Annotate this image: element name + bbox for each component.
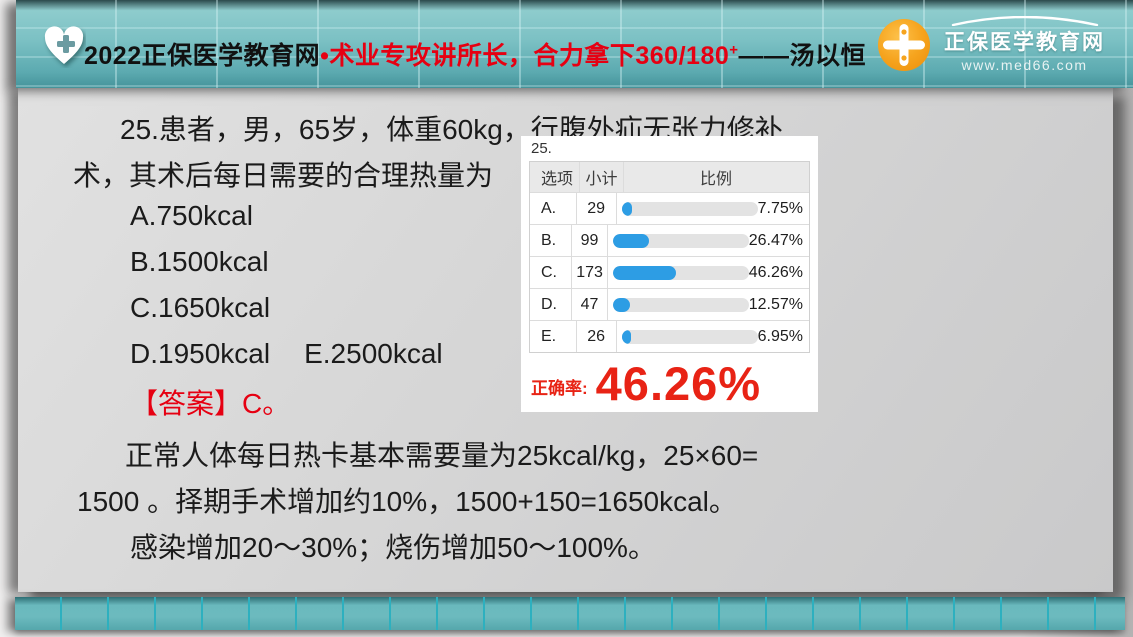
correct-rate-label: 正确率:: [531, 379, 588, 399]
row-letter: E.: [530, 321, 577, 352]
row-percent: 12.57%: [748, 295, 803, 313]
answer-label: 【答案】: [130, 388, 243, 419]
bar-track: [612, 265, 749, 280]
bar-track: [612, 233, 749, 248]
poll-header-row: 选项 小计 比例: [530, 162, 809, 192]
row-count: 26: [577, 321, 617, 352]
poll-row-d: D. 47 12.57%: [530, 288, 809, 320]
option-e: E.2500kcal: [304, 338, 443, 369]
option-a: A.750kcal: [130, 200, 253, 231]
correct-rate-row: 正确率: 46.26%: [529, 357, 810, 410]
row-letter: B.: [530, 225, 573, 256]
brand-logo: 正保医学教育网 www.med66.com: [876, 16, 1105, 73]
slide-title: 2022正保医学教育网•术业专攻讲所长，合力拿下360/180+——汤以恒: [84, 36, 866, 72]
bar-track: [621, 329, 758, 344]
row-count: 173: [572, 257, 608, 288]
option-c: C.1650kcal: [130, 292, 271, 323]
title-superscript: +: [729, 41, 739, 59]
explanation-line-2: 1500 。择期手术增加约10%，1500+150=1650kcal。: [77, 486, 737, 517]
bar-fill: [621, 329, 632, 344]
answer-line: 【答案】C。: [130, 382, 290, 422]
col-header-option: 选项: [530, 162, 580, 192]
poll-table: 选项 小计 比例 A. 29 7.75% B. 99 26.47% C. 173…: [529, 161, 810, 353]
heart-plus-icon: [42, 26, 86, 68]
col-header-count: 小计: [580, 162, 624, 192]
poll-question-number: 25.: [531, 140, 552, 157]
row-percent: 26.47%: [748, 231, 803, 249]
bottom-segment-strip: [15, 597, 1125, 630]
row-percent: 46.26%: [748, 263, 803, 281]
poll-row-b: B. 99 26.47%: [530, 224, 809, 256]
row-letter: C.: [530, 257, 573, 288]
row-count: 99: [572, 225, 608, 256]
option-b: B.1500kcal: [130, 246, 269, 277]
row-letter: A.: [530, 193, 577, 224]
row-letter: D.: [530, 289, 573, 320]
poll-results-panel: 25. 选项 小计 比例 A. 29 7.75% B. 99 26.47% C.…: [521, 136, 818, 412]
explanation-line-1: 正常人体每日热卡基本需要量为25kcal/kg，25×60=: [125, 440, 759, 471]
row-count: 47: [572, 289, 608, 320]
title-prefix: 2022正保医学教育网: [84, 42, 321, 70]
option-d-e-line: D.1950kcal E.2500kcal: [130, 338, 443, 370]
cross-circle-icon: [878, 18, 930, 71]
title-highlight: •术业专攻讲所长，合力拿下360/180: [320, 42, 730, 70]
bar-fill: [612, 233, 649, 248]
row-percent: 6.95%: [757, 327, 803, 345]
bar-fill: [621, 201, 633, 216]
logo-arc-icon: [951, 16, 1098, 26]
option-d: D.1950kcal: [130, 338, 271, 369]
answer-value: C。: [242, 388, 291, 419]
row-percent: 7.75%: [757, 199, 803, 217]
brand-name: 正保医学教育网: [944, 31, 1105, 54]
poll-row-a: A. 29 7.75%: [530, 192, 809, 224]
explanation-line-3: 感染增加20～30%；烧伤增加50～100%。: [130, 532, 656, 563]
question-line-2: 术，其术后每日需要的合理热量为: [73, 160, 494, 191]
poll-row-e: E. 26 6.95%: [530, 320, 809, 352]
bar-track: [621, 201, 758, 216]
title-suffix: ——汤以恒: [738, 42, 867, 70]
poll-row-c: C. 173 46.26%: [530, 256, 809, 288]
bar-fill: [612, 265, 676, 280]
col-header-proportion: 比例: [699, 171, 732, 188]
bar-track: [612, 297, 749, 312]
brand-text-block: 正保医学教育网 www.med66.com: [944, 16, 1105, 73]
header-band: 2022正保医学教育网•术业专攻讲所长，合力拿下360/180+——汤以恒 正保…: [16, 0, 1133, 88]
brand-url: www.med66.com: [961, 57, 1088, 73]
slide-content-card: 25.患者，男，65岁，体重60kg，行腹外疝无张力修补 术，其术后每日需要的合…: [18, 88, 1113, 592]
row-count: 29: [577, 193, 617, 224]
bar-fill: [612, 297, 630, 312]
correct-rate-value: 46.26%: [595, 357, 762, 410]
